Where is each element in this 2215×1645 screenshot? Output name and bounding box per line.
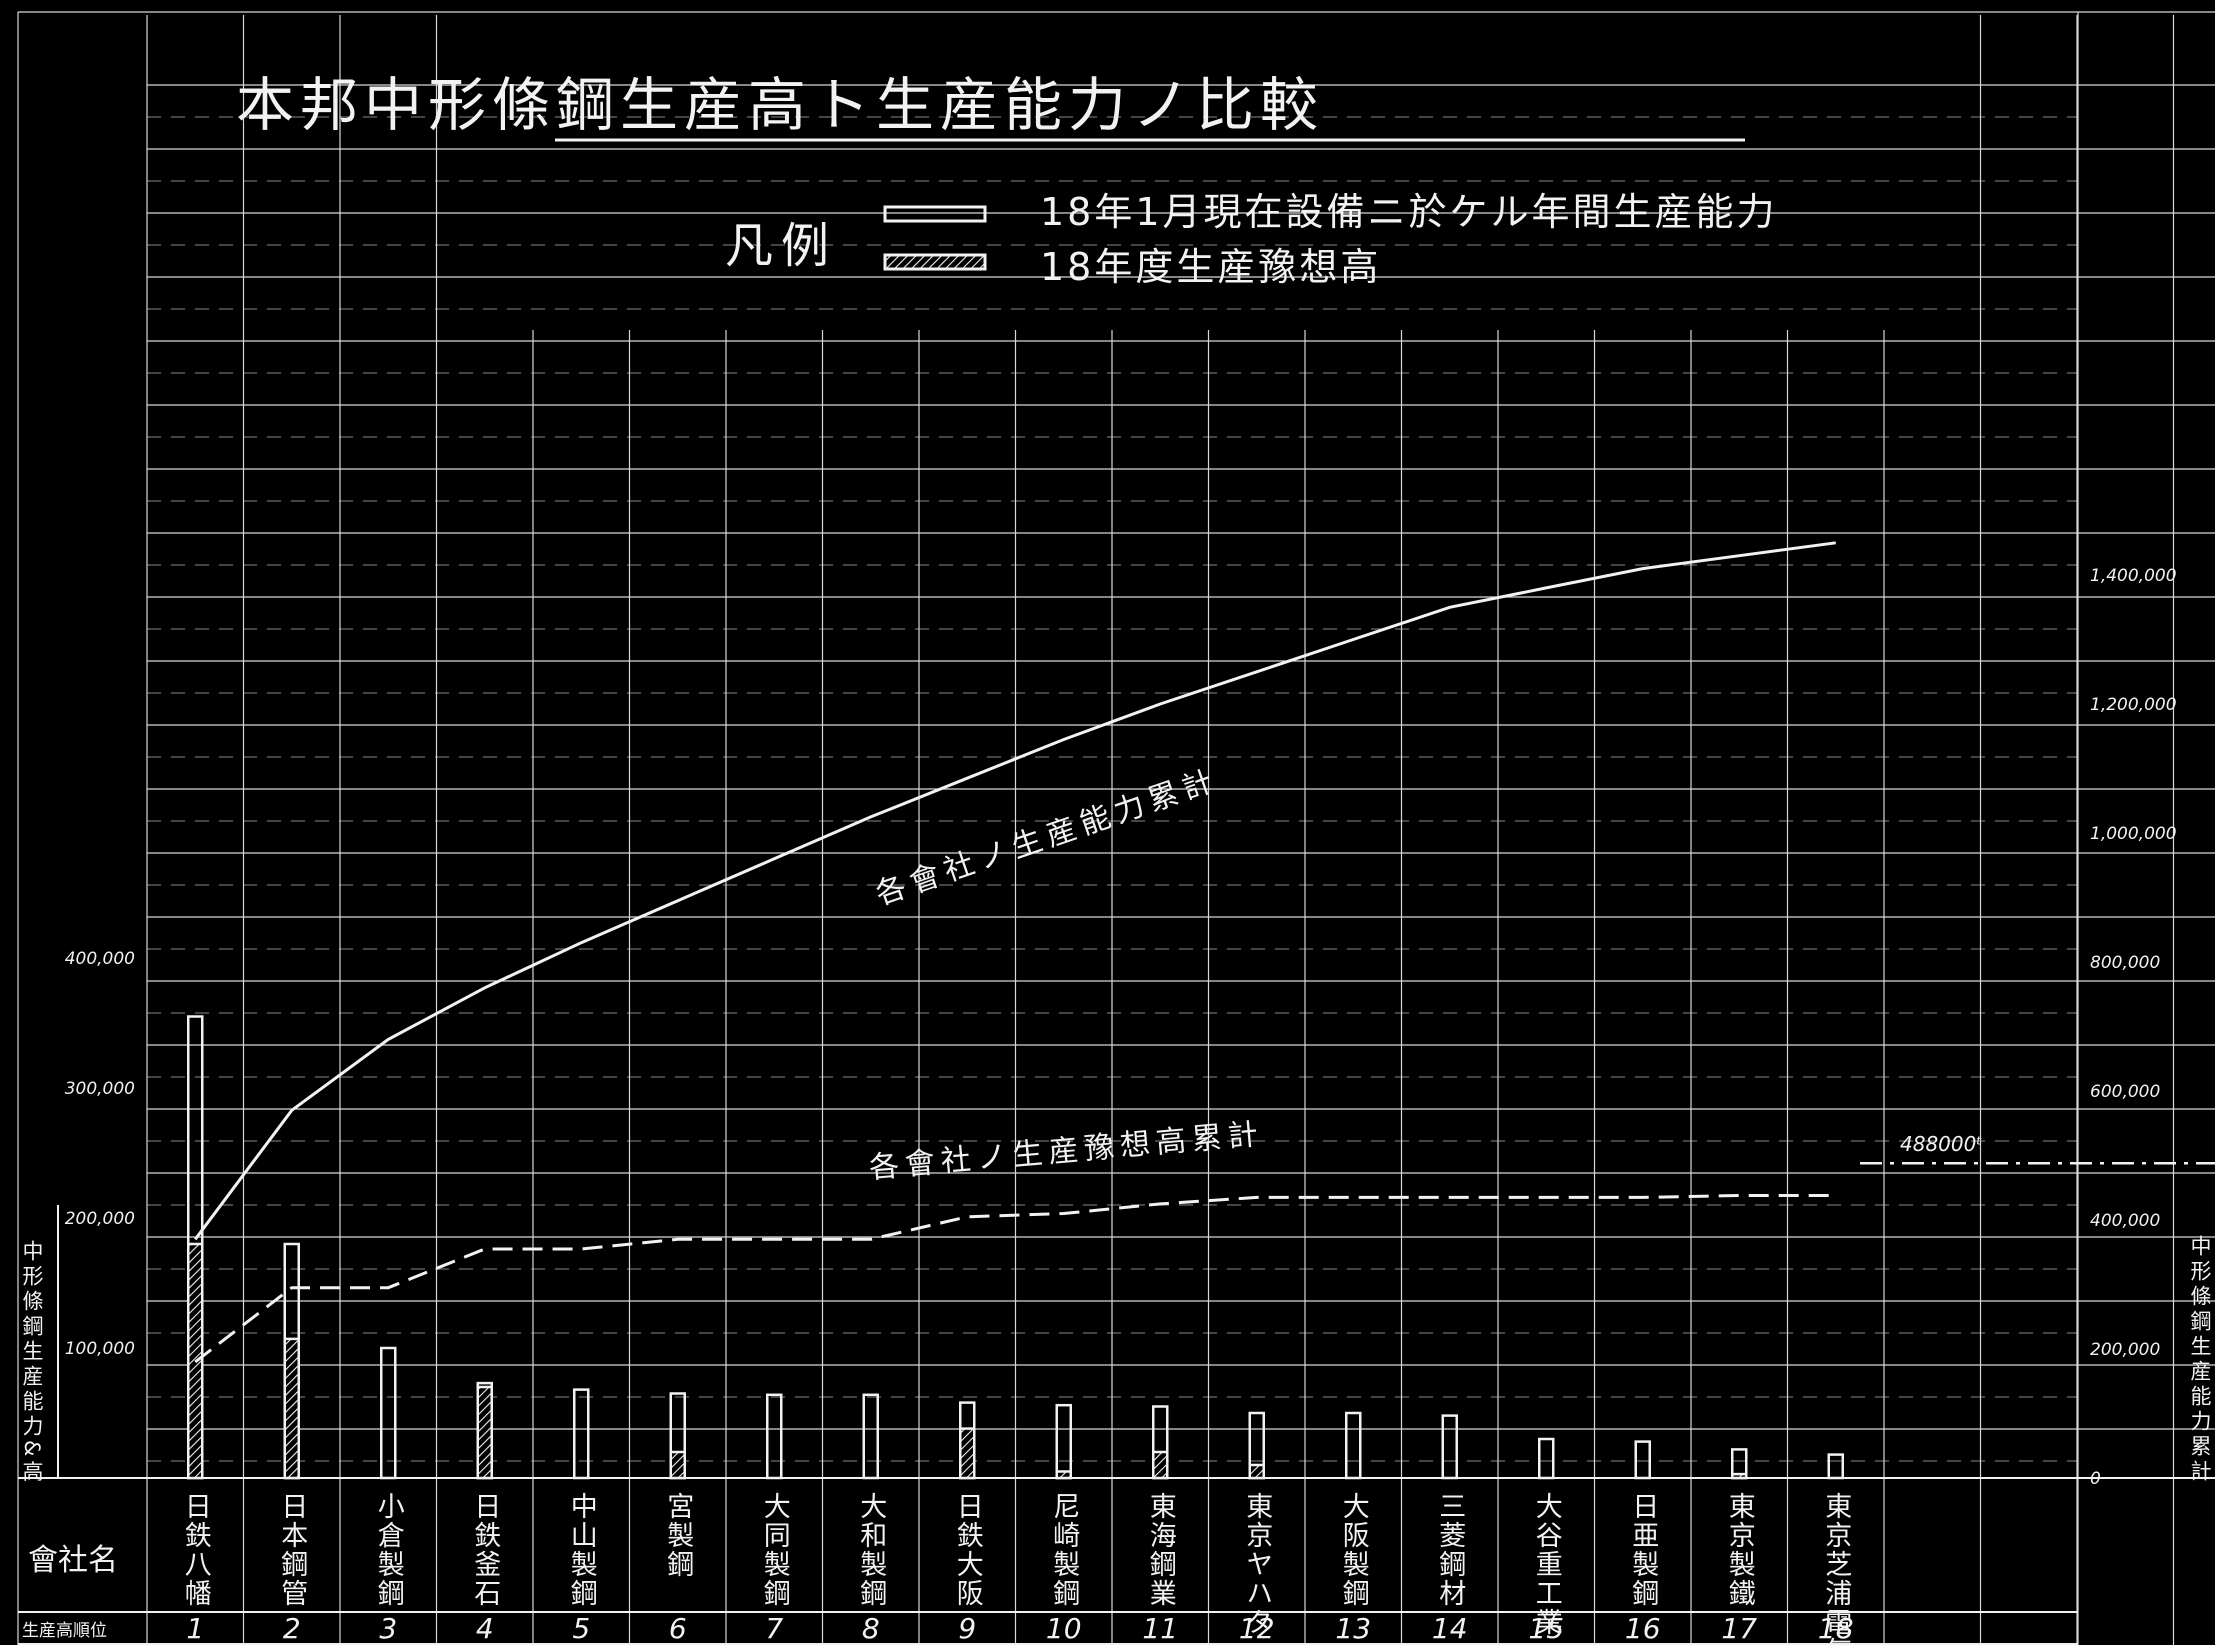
rank-number: 17 xyxy=(1721,1612,1757,1645)
production-bar xyxy=(1152,1450,1169,1480)
row-header-rank: 生産高順位 xyxy=(22,1621,107,1641)
capacity-bar xyxy=(380,1346,397,1480)
capacity-bar xyxy=(573,1388,590,1480)
left-axis-tick-label: 200,000 xyxy=(65,1209,135,1229)
rank-number: 10 xyxy=(1046,1612,1082,1645)
company-name: 尼崎製鋼 xyxy=(1048,1492,1080,1608)
company-name: 東京芝浦電気 xyxy=(1820,1492,1851,1645)
right-axis-tick-label: 1,200,000 xyxy=(2090,695,2177,715)
production-bar xyxy=(283,1337,300,1480)
company-name: 東海鋼業 xyxy=(1145,1492,1177,1608)
company-name: 大阪製鋼 xyxy=(1338,1492,1370,1608)
cumulative-production-label: 各會社ノ生産豫想高累計 xyxy=(868,1117,1266,1186)
company-name: 宮製鋼 xyxy=(662,1492,694,1579)
legend-production-label: 18年度生産豫想高 xyxy=(1040,245,1381,289)
rank-number: 12 xyxy=(1239,1612,1275,1645)
grid xyxy=(17,11,2215,1645)
production-bar xyxy=(1731,1472,1748,1480)
capacity-bar xyxy=(1634,1440,1651,1480)
rank-number: 18 xyxy=(1818,1612,1854,1645)
right-axis-tick-label: 1,400,000 xyxy=(2090,566,2177,586)
legend-heading: 凡例 xyxy=(725,218,837,274)
capacity-bar xyxy=(1441,1414,1458,1480)
company-name: 大和製鋼 xyxy=(855,1492,887,1608)
left-axis: 100,000 200,000 300,000 400,000 中形條鋼生産能力&高 xyxy=(20,949,135,1485)
right-axis-tick-label: 800,000 xyxy=(2090,953,2160,973)
rank-number: 2 xyxy=(283,1612,301,1645)
rank-number: 8 xyxy=(862,1612,880,1645)
cumulative-capacity-line xyxy=(194,541,1836,1241)
rank-number: 6 xyxy=(669,1612,687,1645)
legend: 凡例 18年1月現在設備ニ於ケル年間生産能力 18年度生産豫想高 xyxy=(725,190,1778,289)
production-bar xyxy=(1248,1463,1265,1480)
rank-number: 3 xyxy=(379,1612,397,1645)
right-axis: 0 200,000 400,000 600,000 800,000 1,000,000 1,… xyxy=(1860,566,2215,1489)
rank-number: 14 xyxy=(1432,1612,1468,1645)
rank-number: 13 xyxy=(1335,1612,1371,1645)
cumulative-capacity-label: 各會社ノ生産能力累計 xyxy=(871,762,1223,912)
company-name: 東京ヤハタ xyxy=(1241,1492,1272,1637)
legend-swatch-production xyxy=(883,253,987,271)
legend-capacity-label: 18年1月現在設備ニ於ケル年間生産能力 xyxy=(1040,190,1778,234)
right-axis-tick-label: 1,000,000 xyxy=(2090,824,2177,844)
rank-number: 1 xyxy=(186,1612,204,1645)
capacity-bar xyxy=(1827,1453,1844,1480)
company-name: 大谷重工業 xyxy=(1531,1492,1563,1637)
capacity-bar xyxy=(766,1393,783,1480)
company-name: 日鉄釜石 xyxy=(469,1492,501,1608)
company-name: 日亜製鋼 xyxy=(1627,1492,1659,1608)
company-name: 東京製鐵 xyxy=(1724,1492,1756,1608)
company-name: 日鉄大阪 xyxy=(952,1492,983,1608)
production-bar xyxy=(959,1427,976,1480)
company-name: 日本鋼管 xyxy=(276,1492,308,1608)
rank-number: 15 xyxy=(1528,1612,1564,1645)
capacity-bar xyxy=(1055,1403,1072,1480)
production-bar xyxy=(1055,1470,1072,1480)
company-name: 日鉄八幡 xyxy=(180,1492,212,1608)
company-name: 大同製鋼 xyxy=(759,1492,791,1608)
right-axis-tick-label: 600,000 xyxy=(2090,1082,2160,1102)
capacity-bar xyxy=(1345,1411,1362,1480)
rank-number: 9 xyxy=(958,1612,976,1645)
capacity-bar xyxy=(1538,1437,1555,1480)
rank-number: 11 xyxy=(1142,1612,1178,1645)
left-axis-tick-label: 100,000 xyxy=(65,1339,135,1359)
company-name: 三菱鋼材 xyxy=(1434,1492,1466,1608)
rank-number: 4 xyxy=(476,1612,494,1645)
right-axis-tick-label: 0 xyxy=(2090,1469,2101,1489)
cumulative-production-line xyxy=(194,1194,1836,1364)
chart-title: 本邦中形條鋼生産高ト生産能力ノ比較 xyxy=(236,71,1324,139)
capacity-bar xyxy=(862,1393,879,1480)
right-axis-tick-label: 400,000 xyxy=(2090,1211,2160,1231)
left-axis-label: 中形條鋼生産能力&高 xyxy=(20,1240,44,1485)
reference-label: 488000ᵗ xyxy=(1900,1132,1982,1156)
rank-number: 16 xyxy=(1625,1612,1661,1645)
right-axis-tick-label: 200,000 xyxy=(2090,1340,2160,1360)
rank-number: 7 xyxy=(765,1612,783,1645)
left-axis-tick-label: 400,000 xyxy=(65,949,135,969)
legend-swatch-capacity xyxy=(883,205,987,223)
left-axis-tick-label: 300,000 xyxy=(65,1079,135,1099)
company-name: 小倉製鋼 xyxy=(373,1492,405,1608)
row-header-company: 會社名 xyxy=(28,1543,118,1578)
right-axis-label: 中形條鋼生産能力累計 xyxy=(2188,1235,2212,1485)
production-bar xyxy=(669,1450,686,1480)
rank-number: 5 xyxy=(572,1612,590,1645)
production-bar xyxy=(476,1385,493,1480)
company-name: 中山製鋼 xyxy=(566,1492,598,1608)
